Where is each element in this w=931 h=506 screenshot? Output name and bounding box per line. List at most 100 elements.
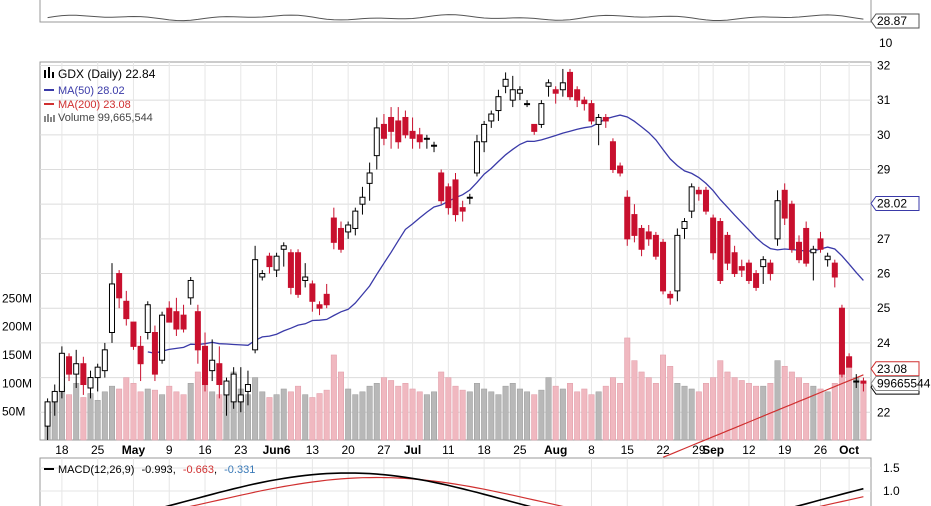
candle-body <box>602 116 609 122</box>
candle-body <box>230 373 237 403</box>
x-tick-label: 29 <box>692 443 706 457</box>
volume-bar <box>280 388 287 441</box>
price-tick-label: 32 <box>877 58 891 72</box>
x-tick-label: 22 <box>656 443 670 457</box>
rsi-panel: 28.87 10 <box>39 0 920 50</box>
candle-body <box>187 279 194 299</box>
volume-bar <box>94 400 101 441</box>
price-tick-label: 25 <box>877 301 891 315</box>
candle-body <box>159 314 166 361</box>
volume-bar <box>431 391 437 441</box>
candle-body <box>173 311 180 330</box>
volume-bar <box>144 388 151 441</box>
candle-body <box>695 189 702 195</box>
candle-body <box>309 283 316 302</box>
candle-body <box>295 252 302 295</box>
candle-body <box>323 293 330 306</box>
candle-body <box>466 196 473 199</box>
volume-bar <box>445 377 452 441</box>
candle-body <box>702 189 709 212</box>
volume-bar <box>180 394 187 441</box>
last-value-tag <box>870 195 920 211</box>
volume-bar <box>559 388 566 441</box>
rsi-tick-label: 28.87 <box>877 14 907 28</box>
candle-body <box>853 380 860 383</box>
candle-body <box>846 356 853 368</box>
x-tick-label: 27 <box>377 443 391 457</box>
volume-bar <box>538 389 545 441</box>
volume-bar <box>724 371 731 441</box>
legend-ma200: MA(200) 23.08 <box>58 99 131 111</box>
price-tick-label: 30 <box>877 128 891 142</box>
price-tick-label: 24 <box>877 336 891 350</box>
volume-bar <box>173 391 180 441</box>
candle-body <box>574 89 581 101</box>
volume-bar <box>116 388 123 441</box>
candle-body <box>588 103 595 122</box>
volume-tick-label: 150M <box>2 348 32 362</box>
volume-bar <box>681 385 688 441</box>
macd-frame <box>39 457 872 506</box>
x-tick-label: 8 <box>588 443 595 457</box>
volume-bar <box>252 377 259 441</box>
macd-label: MACD(12,26,9) <box>58 464 134 476</box>
price-tick-label: 29 <box>877 163 891 177</box>
volume-bar <box>287 391 294 441</box>
volume-bar <box>330 354 337 441</box>
x-tick-label: 25 <box>513 443 527 457</box>
volume-bar <box>466 391 473 441</box>
price-panel: 3231302928272625242322250M200M150M100M50… <box>2 58 931 458</box>
candle-body <box>416 134 423 143</box>
volume-bar <box>216 394 223 441</box>
x-tick-label: 11 <box>442 443 455 457</box>
candle-body <box>44 401 51 427</box>
candle-body <box>223 380 230 396</box>
volume-bar <box>295 385 302 441</box>
candle-body <box>767 262 774 275</box>
candle-body <box>860 380 867 384</box>
candle-body <box>781 189 788 219</box>
volume-bar <box>645 377 652 441</box>
volume-bar <box>316 393 323 441</box>
x-tick-label: 12 <box>742 443 756 457</box>
volume-bar <box>831 383 838 441</box>
candle-body <box>774 200 781 240</box>
volume-bar <box>366 385 373 441</box>
candle-body <box>373 127 380 157</box>
macd-legend: MACD(12,26,9) -0.993, -0.663, -0.331 <box>44 464 255 476</box>
candle-body <box>80 363 87 386</box>
volume-bar <box>123 377 130 441</box>
volume-bar <box>502 385 509 441</box>
volume-bar <box>137 391 144 441</box>
volume-bar <box>438 371 445 441</box>
volume-bar <box>516 388 523 441</box>
volume-bar <box>338 371 344 441</box>
candle-body <box>674 234 681 292</box>
candle-body <box>624 196 631 240</box>
volume-bar <box>309 397 316 441</box>
candle-body <box>166 307 173 323</box>
candle-body <box>287 252 294 288</box>
volume-bar <box>788 371 795 441</box>
volume-bar <box>452 385 459 441</box>
candle-body <box>660 241 667 292</box>
volume-bar <box>745 383 752 441</box>
last-value-tag <box>870 361 920 377</box>
candle-body <box>409 130 416 139</box>
candle-body <box>502 78 509 87</box>
volume-bar <box>509 383 516 441</box>
volume-bar <box>846 360 853 441</box>
candle-body <box>180 314 187 330</box>
candle-body <box>803 227 810 264</box>
candle-body <box>259 273 266 278</box>
volume-bar <box>574 391 581 441</box>
candle-body <box>710 217 717 254</box>
candle-body <box>760 259 767 268</box>
candle-body <box>402 116 409 136</box>
volume-bar <box>380 377 387 441</box>
candle-body <box>516 89 523 94</box>
candle-body <box>280 245 287 250</box>
x-tick-label: Jul <box>404 443 421 457</box>
candle-body <box>202 345 209 386</box>
x-tick-label: Aug <box>544 443 567 457</box>
